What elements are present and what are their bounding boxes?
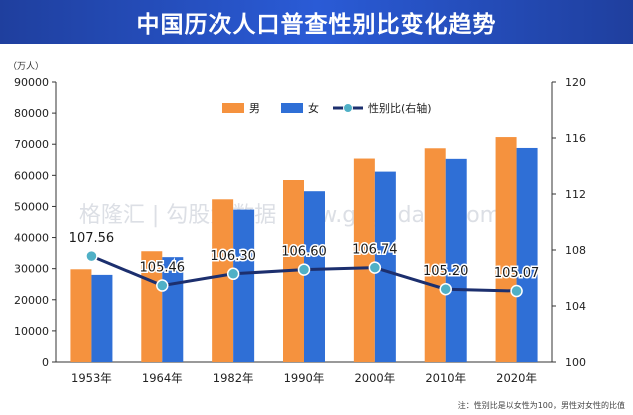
x-tick-label: 1953年 bbox=[71, 371, 112, 385]
sex-ratio-data-label: 105.07 bbox=[494, 266, 540, 281]
x-tick-label: 2000年 bbox=[354, 371, 395, 385]
left-tick-label: 0 bbox=[42, 356, 49, 369]
bar-female-1990年 bbox=[304, 191, 325, 362]
legend-marker-ratio bbox=[343, 103, 353, 113]
bar-female-2010年 bbox=[445, 158, 467, 362]
right-tick-label: 104 bbox=[565, 300, 586, 313]
x-tick-label: 1964年 bbox=[142, 371, 183, 385]
left-tick-label: 70000 bbox=[14, 138, 49, 151]
left-tick-label: 50000 bbox=[14, 200, 49, 213]
sex-ratio-point bbox=[85, 249, 98, 263]
left-axis-unit: （万人） bbox=[8, 61, 44, 72]
sex-ratio-data-label: 105.46 bbox=[140, 261, 186, 276]
title-banner: 中国历次人口普查性别比变化趋势 bbox=[0, 0, 633, 44]
left-tick-label: 80000 bbox=[14, 107, 49, 120]
right-tick-label: 120 bbox=[565, 76, 586, 89]
left-tick-label: 90000 bbox=[14, 76, 49, 89]
sex-ratio-point bbox=[226, 267, 240, 281]
bar-male-2000年 bbox=[353, 158, 375, 362]
legend-label-male: 男 bbox=[249, 102, 260, 115]
left-tick-label: 40000 bbox=[14, 232, 49, 245]
x-tick-label: 1990年 bbox=[284, 371, 325, 385]
sex-ratio-point bbox=[297, 263, 311, 276]
sex-ratio-point bbox=[439, 282, 452, 296]
sex-ratio-point bbox=[510, 284, 523, 298]
legend-swatch-female bbox=[281, 103, 303, 113]
sex-ratio-data-label: 107.56 bbox=[69, 231, 115, 246]
bar-female-2000年 bbox=[374, 171, 396, 362]
right-tick-label: 116 bbox=[565, 132, 586, 145]
bar-female-1953年 bbox=[91, 274, 113, 362]
left-tick-label: 30000 bbox=[14, 263, 49, 276]
sex-ratio-data-label: 106.74 bbox=[352, 243, 398, 258]
right-tick-label: 112 bbox=[565, 188, 586, 201]
sex-ratio-data-label: 106.60 bbox=[281, 245, 327, 260]
sex-ratio-point bbox=[156, 279, 169, 292]
left-tick-label: 60000 bbox=[14, 169, 49, 182]
x-tick-label: 2010年 bbox=[425, 371, 466, 385]
bar-male-2020年 bbox=[495, 137, 517, 362]
x-tick-label: 1982年 bbox=[213, 371, 254, 385]
bar-male-1953年 bbox=[70, 269, 92, 362]
bar-female-2020年 bbox=[516, 147, 538, 362]
chart-title: 中国历次人口普查性别比变化趋势 bbox=[136, 12, 497, 38]
legend-label-ratio: 性别比(右轴) bbox=[368, 101, 432, 115]
bar-male-1982年 bbox=[212, 199, 234, 362]
chart-area: 格隆汇 | 勾股大数据 www.gogudata.com010000200003… bbox=[8, 61, 586, 385]
sex-ratio-point bbox=[368, 261, 382, 274]
legend-label-female: 女 bbox=[308, 101, 319, 115]
bar-male-2010年 bbox=[424, 148, 446, 362]
sex-ratio-data-label: 106.30 bbox=[210, 249, 256, 264]
left-tick-label: 10000 bbox=[14, 325, 49, 338]
sex-ratio-data-label: 105.20 bbox=[423, 264, 469, 279]
left-tick-label: 20000 bbox=[14, 294, 49, 307]
x-tick-label: 2020年 bbox=[496, 371, 537, 385]
right-tick-label: 108 bbox=[565, 244, 586, 257]
legend-swatch-male bbox=[222, 103, 244, 113]
right-tick-label: 100 bbox=[565, 356, 586, 369]
chart-footnote: 注：性别比是以女性为100，男性对女性的比值 bbox=[457, 401, 625, 410]
bar-female-1982年 bbox=[233, 209, 255, 362]
